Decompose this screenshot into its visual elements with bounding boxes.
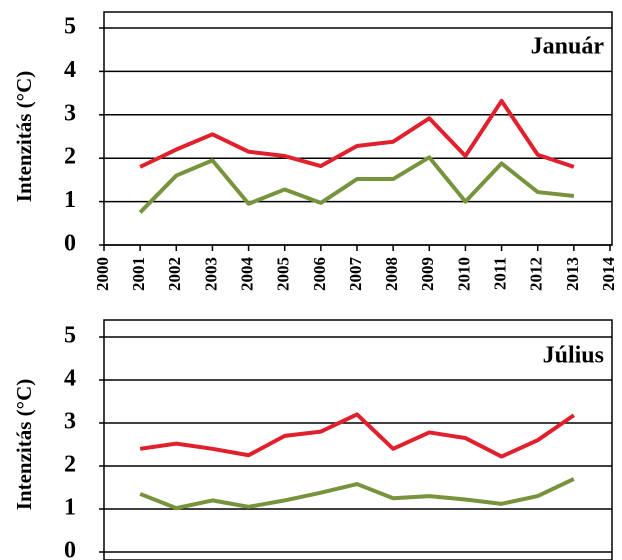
x-tick-label: 2014: [599, 257, 618, 292]
data-line: [139, 477, 575, 511]
y-tick-label: 5: [64, 14, 76, 40]
y-tick-label: 2: [64, 452, 76, 478]
x-tick-label: 2009: [418, 257, 437, 291]
y-tick-label: 5: [64, 323, 76, 349]
data-line: [139, 412, 575, 459]
panel-title: Július: [543, 343, 604, 369]
y-tick-label: 4: [64, 366, 76, 392]
y-tick-label: 0: [64, 231, 76, 257]
panel-title: Január: [531, 34, 605, 60]
x-tick-label: 2000: [93, 257, 112, 291]
y-tick-label: 1: [64, 187, 76, 213]
y-tick-label: 0: [64, 538, 76, 560]
data-line: [138, 155, 575, 214]
y-axis-label: Intenzitás (°C): [12, 71, 36, 202]
x-tick-label: 2008: [382, 257, 401, 291]
x-tick-label: 2012: [527, 257, 546, 291]
x-tick-label: 2013: [563, 257, 582, 291]
x-tick-label: 2007: [346, 257, 365, 292]
x-tick-label: 2003: [201, 257, 220, 291]
y-tick-label: 1: [64, 495, 76, 521]
data-line: [139, 98, 575, 169]
x-tick-label: 2006: [310, 257, 329, 291]
y-tick-label: 4: [64, 57, 76, 83]
x-tick-label: 2001: [129, 257, 148, 291]
x-tick-label: 2010: [454, 257, 473, 291]
x-tick-label: 2002: [165, 257, 184, 291]
y-tick-label: 3: [64, 409, 76, 435]
plot-frame: [103, 319, 613, 560]
x-tick-label: 2004: [237, 257, 256, 292]
x-tick-label: 2011: [490, 257, 509, 290]
y-tick-label: 2: [64, 144, 76, 170]
y-tick-label: 3: [64, 100, 76, 126]
y-axis-label: Intenzitás (°C): [12, 379, 36, 510]
x-tick-label: 2005: [274, 257, 293, 291]
